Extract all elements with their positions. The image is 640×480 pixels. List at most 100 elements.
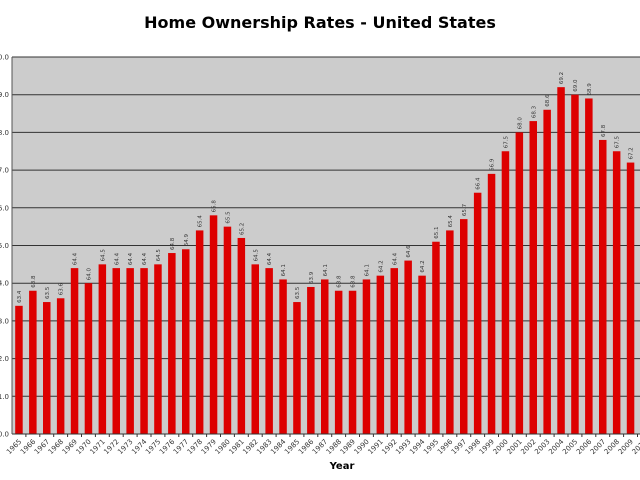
y-tick-label: 60.0 <box>0 431 9 439</box>
data-label: 64.1 <box>281 264 287 276</box>
data-label: 64.4 <box>73 252 79 265</box>
data-label: 63.9 <box>309 271 315 284</box>
data-label: 68.6 <box>545 94 551 107</box>
data-label: 64.5 <box>156 249 162 262</box>
bar <box>446 230 454 434</box>
bar <box>209 215 218 434</box>
bar <box>293 302 301 434</box>
y-tick-label: 68.0 <box>0 129 9 137</box>
bar <box>348 290 357 434</box>
data-label: 65.5 <box>225 211 231 224</box>
bar <box>182 249 190 434</box>
data-label: 66.4 <box>476 177 482 190</box>
bar <box>168 253 176 434</box>
data-label: 64.4 <box>392 252 398 265</box>
data-label: 63.8 <box>31 275 37 288</box>
bar <box>487 173 496 434</box>
data-label: 64.2 <box>378 260 384 272</box>
bar <box>473 192 482 434</box>
data-label: 67.8 <box>601 124 607 137</box>
bar <box>557 87 565 434</box>
data-label: 64.5 <box>100 249 106 262</box>
data-label: 69.0 <box>573 79 579 92</box>
data-label: 67.5 <box>615 136 621 149</box>
data-label: 68.0 <box>517 117 523 130</box>
bar <box>15 305 23 434</box>
bar <box>515 132 524 434</box>
data-label: 64.1 <box>323 264 329 276</box>
y-tick-label: 67.0 <box>0 167 9 175</box>
bar <box>376 275 385 434</box>
bar <box>126 268 134 434</box>
y-tick-label: 69.0 <box>0 91 9 99</box>
bar <box>529 121 537 434</box>
data-label: 63.8 <box>337 275 343 288</box>
bar <box>251 264 259 434</box>
bar <box>432 241 440 434</box>
data-label: 64.4 <box>114 252 120 265</box>
bar <box>418 275 426 434</box>
data-label: 64.0 <box>86 267 92 280</box>
bar <box>612 151 621 434</box>
data-label: 64.2 <box>420 260 426 272</box>
y-tick-label: 63.0 <box>0 317 9 325</box>
data-label: 63.4 <box>17 290 23 303</box>
bar <box>585 98 593 434</box>
data-label: 64.1 <box>364 264 370 276</box>
bar <box>362 279 371 434</box>
bar <box>460 219 468 434</box>
bar <box>390 268 398 434</box>
data-label: 64.9 <box>184 234 190 247</box>
bar <box>626 162 635 434</box>
data-label: 66.9 <box>490 158 496 171</box>
chart-title: Home Ownership Rates - United States <box>144 13 496 32</box>
data-label: 64.4 <box>128 252 134 265</box>
bar <box>265 268 273 434</box>
data-label: 67.5 <box>503 136 509 149</box>
data-labels: 63.4 63.8 63.5 63.6 64.4 64.0 64.5 64.4 64.4 64.4… <box>17 72 635 303</box>
bar <box>223 226 232 434</box>
bar <box>237 237 246 434</box>
bar <box>404 260 412 434</box>
data-label: 63.5 <box>295 286 301 299</box>
data-label: 64.4 <box>267 252 273 265</box>
bar <box>84 283 93 434</box>
bar <box>279 279 287 434</box>
bar <box>543 109 551 434</box>
data-label: 65.8 <box>212 200 218 213</box>
bar <box>321 279 329 434</box>
data-label: 63.8 <box>351 275 357 288</box>
y-tick-label: 61.0 <box>0 393 9 401</box>
bar <box>29 290 37 434</box>
y-tick-label: 65.0 <box>0 242 9 250</box>
bar <box>571 94 579 434</box>
y-axis-ticks: 60.0 61.0 62.0 63.0 64.0 65.0 66.0 67.0 68.0 69.0… <box>0 54 9 439</box>
data-label: 63.6 <box>59 283 65 296</box>
x-axis-ticks: 1965196619671968196919701971197219731974… <box>5 434 640 456</box>
bar <box>56 298 65 434</box>
y-tick-label: 62.0 <box>0 355 9 363</box>
bar <box>112 268 120 434</box>
bar <box>98 264 107 434</box>
y-tick-label: 64.0 <box>0 280 9 288</box>
data-label: 64.5 <box>253 249 259 262</box>
y-tick-label: 66.0 <box>0 204 9 212</box>
x-axis-label: Year <box>329 461 355 472</box>
bar <box>154 264 162 434</box>
data-label: 64.4 <box>142 252 148 265</box>
bar <box>334 290 343 434</box>
bar <box>307 286 315 434</box>
bar <box>501 151 510 434</box>
data-label: 65.4 <box>198 215 204 228</box>
x-tick-label: 2010 <box>631 438 640 456</box>
data-label: 68.3 <box>531 105 537 118</box>
bar <box>195 230 204 434</box>
data-label: 63.5 <box>45 286 51 299</box>
bar <box>599 139 607 434</box>
data-label: 65.4 <box>448 215 454 228</box>
data-label: 69.2 <box>559 72 565 84</box>
data-label: 65.1 <box>434 226 440 238</box>
bar <box>140 268 148 434</box>
y-tick-label: 70.0 <box>0 54 9 62</box>
